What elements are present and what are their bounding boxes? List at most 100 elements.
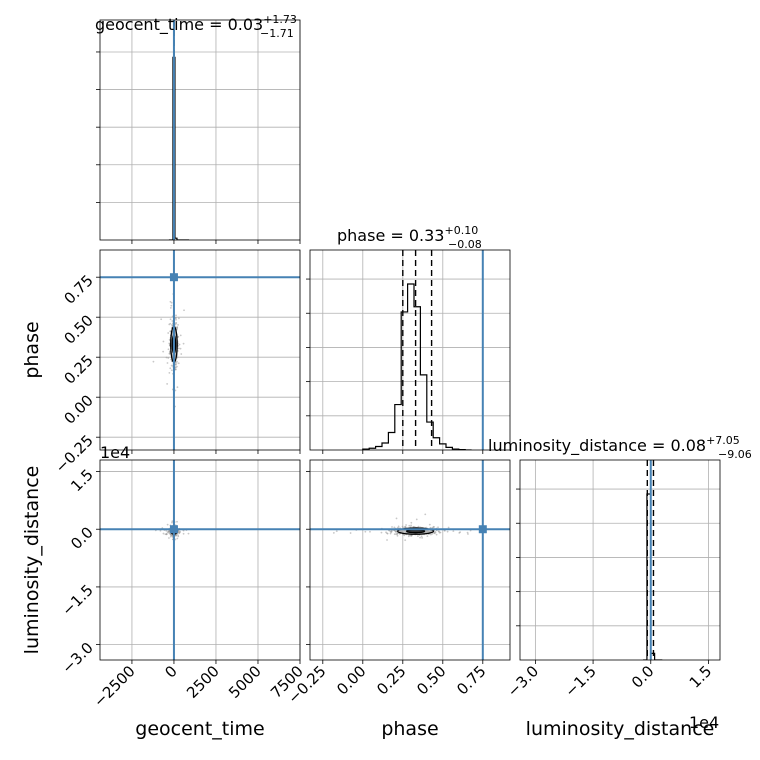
sample-point [177,323,179,326]
sample-point [407,535,410,538]
histogram-bar [420,375,426,450]
sample-point [401,525,404,528]
sample-point [396,534,399,537]
grid-lines [520,460,720,660]
sample-point [177,317,180,320]
sample-point [162,340,165,343]
sample-point [160,318,163,321]
sample-point [177,535,180,538]
sample-point [165,356,168,359]
sample-point [159,529,162,532]
sample-point [386,539,388,541]
sample-point [152,360,155,363]
sample-point [395,517,398,520]
y-tick-label: 0.75 [60,271,96,307]
sample-point [447,526,450,529]
sample-point [452,530,455,533]
x-tick-label: 5000 [225,662,265,702]
sample-point [393,533,396,536]
sample-point [171,521,173,524]
sample-point [178,531,181,534]
histogram-bar [395,405,401,450]
x-tick-label: 0.75 [453,662,489,698]
sample-point [174,317,177,320]
sample-point [433,532,436,535]
x-axis-label-geocent-time: geocent_time [135,718,264,740]
sample-point [410,521,413,524]
sample-point [179,347,182,350]
sample-point [174,389,177,392]
histogram-bar [408,284,414,450]
sample-point [169,535,172,538]
sample-point [169,300,172,303]
sample-point [332,532,335,534]
panel-frame [309,249,511,451]
sample-point [182,532,185,535]
panel-frame [99,19,301,241]
sample-point [424,513,427,516]
sample-point [168,530,170,532]
sample-point [175,362,178,364]
sample-point [408,524,411,527]
sample-point [170,369,173,372]
sample-point [438,530,440,533]
sample-point [167,332,170,334]
sample-point [420,535,423,538]
title-geocent-time-minus: −1.71 [260,27,294,40]
sample-point [187,532,190,535]
y-tick-label: 0.25 [60,351,96,387]
sample-point [167,357,170,359]
y-tick-label: 0.50 [60,311,96,347]
title-geocent-time: geocent_time = 0.03+1.73 [95,13,297,35]
sample-point [165,533,168,536]
sample-point [428,523,431,526]
panel-frame [99,459,301,661]
y-tick-label: 1.5 [67,466,97,496]
sample-point [335,530,338,533]
y-tick-label: −3.0 [58,639,96,677]
x-tick-label: 0 [161,662,180,681]
grid-lines [310,250,510,450]
sample-point [386,532,388,535]
x-tick-label: 0.00 [333,662,369,698]
sample-point [369,530,371,533]
sample-point [403,534,406,537]
y-axis-label-luminosity-distance: luminosity_distance [21,466,43,655]
sample-point [416,535,419,537]
sample-point [431,532,434,535]
sample-point [166,383,169,385]
sample-point [162,532,165,535]
panel-frame [519,459,721,661]
sample-point [183,309,185,312]
sample-point [169,367,172,370]
histogram-bar [433,438,439,450]
y-tick-label: −0.25 [52,431,97,476]
sample-point [175,322,178,324]
histogram-step-line [362,283,472,450]
sample-point [380,531,383,534]
sample-point [176,360,178,363]
sample-point [174,538,177,541]
sample-point [168,323,171,326]
y-tick-label: 0.0 [67,523,97,553]
sample-point [177,362,180,365]
sample-point [426,535,429,538]
x-axis-label-phase: phase [381,718,438,740]
sample-point [467,533,469,535]
sample-point [390,530,393,533]
sample-point [176,327,179,329]
sample-point [180,353,183,355]
sample-point [417,525,420,528]
y-axis-label-phase: phase [21,321,43,378]
sample-point [177,335,180,338]
histogram-bar [414,307,420,450]
sample-point [421,536,423,539]
sample-point [168,537,170,539]
sample-point [430,533,432,536]
x-tick-label: 1.5 [686,662,716,692]
panel-frame [99,249,301,451]
sample-point [179,334,182,337]
sample-point [405,524,407,526]
sample-point [175,318,177,321]
sample-point [415,518,418,521]
